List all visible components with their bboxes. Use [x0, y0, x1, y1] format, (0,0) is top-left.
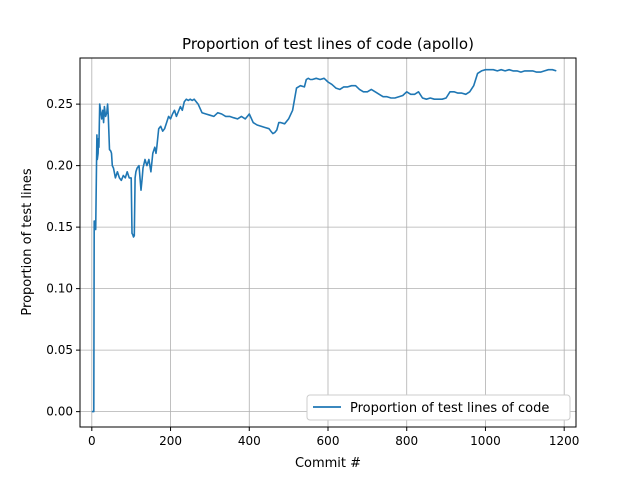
x-axis-ticks: 0 200 400 600 800 1000 1200 [88, 427, 579, 448]
y-tick-label: 0.00 [46, 405, 73, 419]
series-line-proportion [91, 68, 557, 413]
x-tick-label: 200 [159, 434, 182, 448]
y-tick-label: 0.10 [46, 282, 73, 296]
x-tick-label: 600 [317, 434, 340, 448]
series-layer [91, 68, 557, 413]
chart-title: Proportion of test lines of code (apollo… [182, 35, 474, 53]
x-tick-label: 400 [238, 434, 261, 448]
legend: Proportion of test lines of code [306, 394, 571, 421]
y-tick-label: 0.05 [46, 343, 73, 357]
legend-box [306, 394, 571, 421]
legend-label: Proportion of test lines of code [350, 401, 549, 416]
x-tick-label: 800 [395, 434, 418, 448]
y-tick-label: 0.25 [46, 97, 73, 111]
x-tick-label: 1200 [549, 434, 580, 448]
y-axis-label: Proportion of test lines [20, 168, 35, 315]
grid-lines [80, 58, 576, 427]
x-axis-label: Commit # [295, 456, 361, 471]
x-tick-label: 0 [88, 434, 96, 448]
y-tick-label: 0.20 [46, 159, 73, 173]
y-axis-ticks: 0.00 0.05 0.10 0.15 0.20 0.25 [46, 97, 80, 419]
y-tick-label: 0.15 [46, 220, 73, 234]
x-tick-label: 1000 [470, 434, 501, 448]
